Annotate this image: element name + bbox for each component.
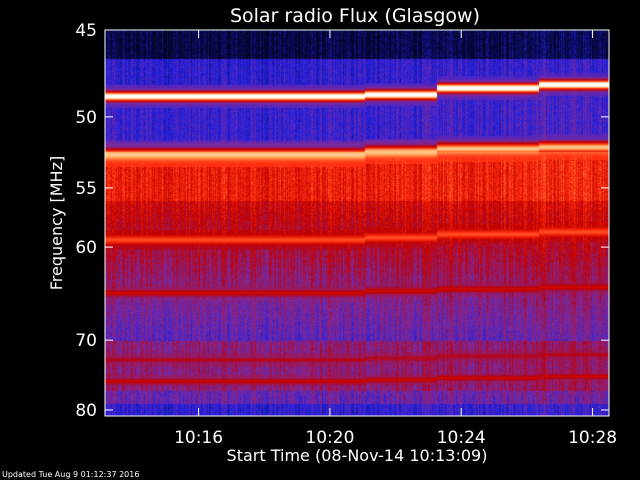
x-axis: 10:16 10:20 10:24 10:28 xyxy=(174,30,617,448)
spectrogram-plot-area xyxy=(104,29,610,417)
y-axis-label: Frequency [MHz] xyxy=(47,156,66,290)
x-tick-label: 10:20 xyxy=(305,428,354,448)
y-tick-label: 60 xyxy=(75,238,97,258)
chart-title: Solar radio Flux (Glasgow) xyxy=(230,5,480,27)
y-tick-label: 80 xyxy=(75,401,97,421)
y-tick-label: 50 xyxy=(75,108,97,128)
y-axis: 45 50 55 60 70 80 xyxy=(75,21,609,421)
x-tick-label: 10:16 xyxy=(174,428,223,448)
x-axis-label: Start Time (08-Nov-14 10:13:09) xyxy=(227,446,488,465)
x-tick-label: 10:28 xyxy=(568,428,617,448)
y-tick-label: 45 xyxy=(75,21,97,41)
spectrogram-heatmap xyxy=(105,30,609,416)
x-tick-label: 10:24 xyxy=(437,428,486,448)
updated-timestamp: Updated Tue Aug 9 01:12:37 2016 xyxy=(2,470,140,479)
plot-frame xyxy=(104,29,610,417)
y-tick-label: 70 xyxy=(75,331,97,351)
y-tick-label: 55 xyxy=(75,179,97,199)
